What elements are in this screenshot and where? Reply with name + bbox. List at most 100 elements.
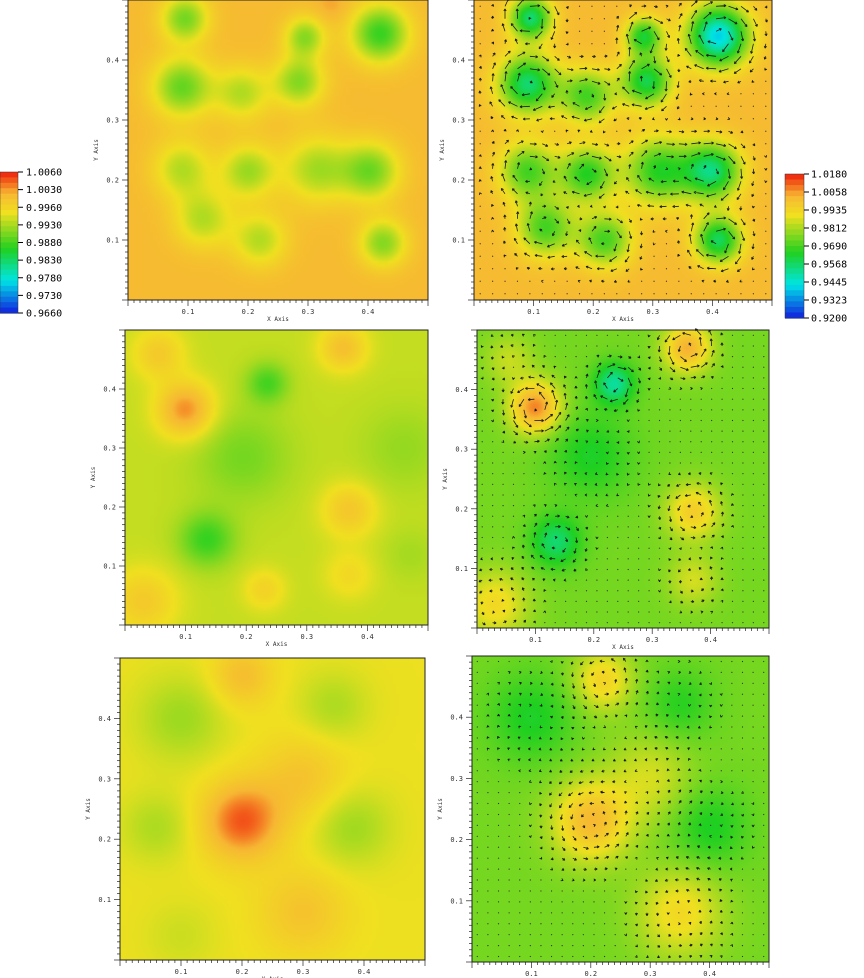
vector-arrow <box>664 117 668 121</box>
vector-arrow <box>563 175 568 182</box>
vector-dot <box>742 611 744 613</box>
panel-6-ticks: 0.1 0.2 0.3 0.40.10.20.30.4 <box>450 655 770 978</box>
vector-dot <box>742 462 744 464</box>
vector-arrow <box>720 332 724 336</box>
vector-dot <box>653 255 655 257</box>
vector-dot <box>606 600 608 602</box>
vector-dot <box>669 398 671 400</box>
vector-dot <box>752 526 754 528</box>
vector-arrow <box>751 813 755 817</box>
vector-arrow <box>666 130 672 134</box>
vector-dot <box>763 462 765 464</box>
vector-arrow <box>544 413 554 421</box>
vector-arrow <box>572 867 576 871</box>
vector-arrow <box>678 154 687 158</box>
vector-arrow <box>718 878 722 882</box>
vector-arrow <box>542 143 549 147</box>
vector-dot <box>529 130 531 132</box>
vector-arrow <box>616 462 620 466</box>
vector-dot <box>700 622 702 624</box>
vector-dot <box>603 293 605 295</box>
vector-arrow <box>749 56 754 64</box>
vector-arrow <box>740 18 748 28</box>
vector-arrow <box>575 239 580 245</box>
vector-dot <box>638 600 640 602</box>
vector-arrow <box>544 532 548 538</box>
vector-arrow <box>706 193 717 198</box>
vector-arrow <box>591 54 596 58</box>
vector-arrow <box>528 835 532 838</box>
vector-dot <box>479 293 481 295</box>
vector-dot <box>476 901 478 903</box>
vector-arrow <box>593 394 598 400</box>
vector-dot <box>741 737 744 739</box>
vector-arrow <box>593 693 599 698</box>
vector-arrow <box>552 231 556 237</box>
vector-dot <box>512 494 515 496</box>
vector-arrow <box>678 142 688 146</box>
colorbar-swatch <box>785 251 804 258</box>
vector-dot <box>752 934 754 936</box>
panel-3-xlabel: X Axis <box>266 641 288 648</box>
vector-dot <box>658 419 661 422</box>
vector-dot <box>487 890 489 892</box>
vector-arrow <box>733 68 742 74</box>
vector-dot <box>614 726 616 728</box>
vector-dot <box>575 590 577 592</box>
vector-arrow <box>688 811 692 815</box>
vector-arrow <box>720 802 724 806</box>
vector-arrow <box>666 779 670 782</box>
vector-arrow <box>491 387 495 391</box>
vector-arrow <box>529 692 533 696</box>
vector-arrow <box>647 334 651 338</box>
vector-dot <box>487 879 489 881</box>
vector-arrow <box>707 845 711 849</box>
vector-arrow <box>720 714 723 718</box>
vector-dot <box>593 912 595 914</box>
vector-arrow <box>574 376 578 379</box>
vector-dot <box>519 835 521 837</box>
vector-arrow <box>658 376 662 380</box>
vector-arrow <box>654 736 658 739</box>
vector-arrow <box>561 825 565 831</box>
vector-dot <box>648 568 650 571</box>
vector-dot <box>700 430 702 432</box>
x-tick-label: 0.3 <box>297 968 310 976</box>
vector-arrow <box>539 555 546 560</box>
vector-arrow <box>678 789 682 793</box>
vector-arrow <box>708 898 712 903</box>
vector-arrow <box>510 333 514 337</box>
vector-arrow <box>565 42 569 46</box>
vector-dot <box>516 293 519 295</box>
vector-arrow <box>528 736 531 740</box>
vector-arrow <box>542 155 550 162</box>
vector-arrow <box>645 791 649 795</box>
vector-dot <box>529 660 531 663</box>
vector-arrow <box>699 955 703 958</box>
vector-arrow <box>528 747 531 751</box>
vector-arrow <box>677 768 681 771</box>
vector-arrow <box>720 482 724 486</box>
vector-arrow <box>561 836 565 842</box>
vector-arrow <box>565 438 569 443</box>
panel-4-xlabel: X Axis <box>612 644 634 651</box>
vector-arrow <box>668 547 672 550</box>
vector-arrow <box>677 53 681 57</box>
vector-dot <box>492 494 494 496</box>
vector-dot <box>763 409 765 411</box>
vector-dot <box>575 600 577 602</box>
vector-arrow <box>534 254 543 258</box>
vector-dot <box>596 515 598 517</box>
vector-arrow <box>529 68 541 72</box>
vector-arrow <box>665 4 669 8</box>
vector-dot <box>617 505 619 507</box>
vector-dot <box>625 879 627 881</box>
vector-dot <box>752 293 754 295</box>
vector-arrow <box>540 18 544 29</box>
vector-dot <box>529 715 531 717</box>
vector-arrow <box>719 491 723 496</box>
colorbar-swatch <box>0 285 18 292</box>
vector-dot <box>665 280 668 282</box>
vector-arrow <box>634 769 638 772</box>
vector-arrow <box>534 439 540 443</box>
